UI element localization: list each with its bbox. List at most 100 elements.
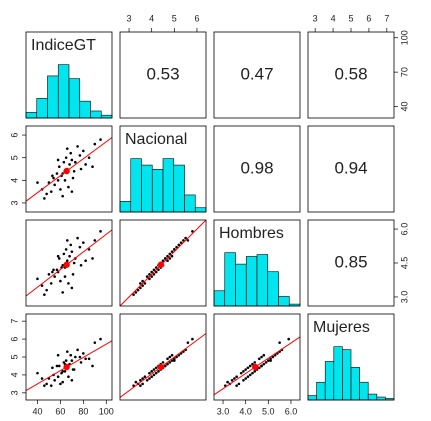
point xyxy=(57,257,61,260)
hist-bar xyxy=(119,201,132,213)
point xyxy=(74,160,77,164)
point xyxy=(235,375,238,379)
point xyxy=(148,277,151,281)
point xyxy=(51,174,54,178)
point xyxy=(93,142,97,146)
point xyxy=(251,371,254,375)
point xyxy=(78,355,82,359)
point xyxy=(170,254,174,258)
point xyxy=(134,291,138,294)
point xyxy=(145,378,149,382)
point xyxy=(87,248,91,251)
point xyxy=(260,355,263,359)
point xyxy=(65,239,69,242)
point xyxy=(154,366,158,370)
correlation: 0.98 xyxy=(240,158,273,177)
y-tick-label: 6 xyxy=(9,133,19,138)
mean-point xyxy=(63,261,70,268)
hist-bar xyxy=(79,100,91,119)
point xyxy=(152,273,156,276)
point xyxy=(52,176,55,180)
correlation: 0.53 xyxy=(146,64,179,83)
hist-bar xyxy=(342,349,352,401)
point xyxy=(72,261,76,265)
panel-frame xyxy=(25,125,113,213)
y-tick-label: 100 xyxy=(399,30,409,45)
point xyxy=(55,268,59,272)
x-tick-label: 100 xyxy=(99,406,114,416)
point xyxy=(76,348,79,352)
point xyxy=(248,373,252,377)
hist-bar xyxy=(184,194,196,213)
point xyxy=(166,254,169,258)
point xyxy=(161,259,165,263)
hist-bar xyxy=(307,395,317,401)
point xyxy=(56,179,60,182)
hist-bar xyxy=(350,367,360,401)
point xyxy=(65,259,69,263)
point xyxy=(244,377,247,380)
point xyxy=(91,165,94,169)
panel-frame xyxy=(307,125,395,213)
point xyxy=(59,279,62,283)
x-tick-label: 4 xyxy=(149,13,154,23)
point xyxy=(148,273,151,276)
hist-bar xyxy=(173,164,185,213)
hist-bar xyxy=(213,290,226,307)
point xyxy=(143,375,147,379)
x-tick-label: 80 xyxy=(78,406,88,416)
point xyxy=(87,156,91,159)
point xyxy=(93,239,97,242)
point xyxy=(49,282,53,285)
point xyxy=(61,263,64,267)
panel-frame xyxy=(119,313,207,401)
point xyxy=(166,362,169,366)
point xyxy=(63,179,67,182)
point xyxy=(154,371,158,375)
point xyxy=(163,364,167,368)
point xyxy=(63,370,67,373)
point xyxy=(182,239,185,242)
point xyxy=(68,254,71,258)
point xyxy=(186,239,190,242)
correlation: 0.58 xyxy=(334,64,367,83)
hist-bar xyxy=(367,393,378,401)
point xyxy=(55,364,59,368)
point xyxy=(36,181,39,184)
point xyxy=(56,353,60,357)
point xyxy=(186,341,190,344)
point xyxy=(64,156,68,159)
point xyxy=(253,361,257,364)
point xyxy=(87,357,91,361)
point xyxy=(184,236,187,240)
y-tick-label: 5 xyxy=(9,354,19,359)
panel-frame xyxy=(213,313,301,401)
hist-bar xyxy=(90,110,102,119)
point xyxy=(99,230,102,233)
panel-frame xyxy=(119,125,207,213)
panel-frame xyxy=(213,125,301,213)
point xyxy=(191,337,194,341)
x-tick-label: 3 xyxy=(313,13,318,23)
y-tick-label: 3 xyxy=(9,390,19,395)
hist-bar xyxy=(376,396,386,401)
y-tick-label: 70 xyxy=(399,67,409,77)
point xyxy=(139,384,142,387)
mean-point xyxy=(63,167,70,175)
point xyxy=(242,370,245,373)
point xyxy=(257,366,261,370)
hist-bar xyxy=(151,169,164,213)
y-tick-label: 40 xyxy=(399,102,409,112)
point xyxy=(134,380,138,384)
hist-bar xyxy=(359,381,369,401)
panel-frame xyxy=(25,219,113,307)
point xyxy=(139,286,142,290)
point xyxy=(63,275,67,278)
hist-bar xyxy=(57,64,70,119)
point xyxy=(148,371,151,375)
point xyxy=(157,370,160,373)
variable-name: Hombres xyxy=(219,225,284,242)
point xyxy=(82,149,85,153)
point xyxy=(287,337,290,341)
point xyxy=(246,366,250,370)
